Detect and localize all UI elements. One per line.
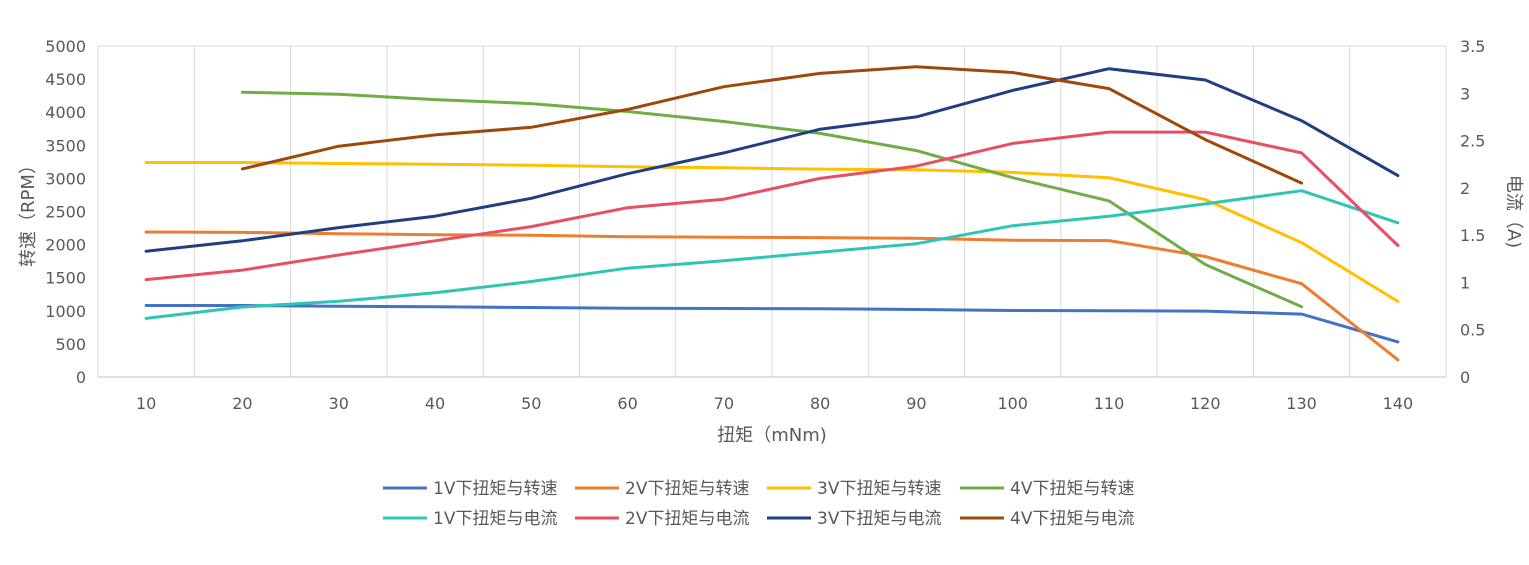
- legend-item: 3V下扭矩与转速: [767, 479, 941, 499]
- x-tick-label: 40: [425, 394, 445, 413]
- x-tick-label: 80: [810, 394, 830, 413]
- x-tick-label: 70: [714, 394, 734, 413]
- x-tick-label: 50: [521, 394, 541, 413]
- series-line-1: [144, 304, 1400, 344]
- y-right-tick-label: 3.5: [1460, 37, 1485, 56]
- x-tick-label: 130: [1286, 394, 1317, 413]
- legend-label: 4V下扭矩与转速: [1010, 479, 1134, 499]
- legend-item: 3V下扭矩与电流: [767, 509, 941, 529]
- x-tick-label: 30: [329, 394, 349, 413]
- y-left-tick-label: 2500: [45, 203, 86, 222]
- x-tick-label: 140: [1383, 394, 1414, 413]
- legend-item: 1V下扭矩与电流: [383, 509, 557, 529]
- legend-label: 2V下扭矩与电流: [625, 509, 749, 529]
- y-right-tick-label: 0.5: [1460, 321, 1485, 340]
- series-line-7: [144, 67, 1400, 253]
- y-left-tick-label: 3500: [45, 136, 86, 155]
- x-tick-label: 10: [136, 394, 156, 413]
- legend-item: 2V下扭矩与电流: [575, 509, 749, 529]
- y-axis-left-title: 转速（RPM）: [18, 156, 39, 267]
- y-left-tick-label: 3000: [45, 169, 86, 188]
- y-left-tick-label: 1500: [45, 269, 86, 288]
- y-left-tick-label: 500: [55, 335, 86, 354]
- y-right-tick-label: 3: [1460, 84, 1470, 103]
- y-left-tick-label: 4000: [45, 103, 86, 122]
- y-axis-right-title: 电流（A): [1503, 175, 1524, 248]
- legend-label: 3V下扭矩与电流: [817, 509, 941, 529]
- y-left-tick-label: 0: [76, 368, 86, 387]
- legend-item: 4V下扭矩与电流: [960, 509, 1134, 529]
- series-line-3: [144, 161, 1400, 303]
- legend-label: 1V下扭矩与电流: [433, 509, 557, 529]
- legend-label: 4V下扭矩与电流: [1010, 509, 1134, 529]
- y-right-tick-label: 2.5: [1460, 132, 1485, 151]
- x-axis-title: 扭矩（mNm): [717, 425, 827, 446]
- x-tick-label: 100: [997, 394, 1028, 413]
- legend-label: 3V下扭矩与转速: [817, 479, 941, 499]
- legend-label: 1V下扭矩与转速: [433, 479, 557, 499]
- series-layer: [144, 65, 1400, 362]
- y-axis-right-ticks: 0 0.5 1 1.5 2 2.5 3 3.5: [1460, 37, 1485, 387]
- legend-item: 1V下扭矩与转速: [383, 479, 557, 499]
- x-tick-label: 60: [617, 394, 637, 413]
- y-right-tick-label: 2: [1460, 179, 1470, 198]
- y-right-tick-label: 1.5: [1460, 226, 1485, 245]
- x-tick-label: 120: [1190, 394, 1221, 413]
- x-tick-label: 110: [1094, 394, 1125, 413]
- y-axis-left-ticks: 0 500 1000 1500 2000 2500 3000 3500 4000 4500 5000: [45, 37, 86, 387]
- legend-item: 4V下扭矩与转速: [960, 479, 1134, 499]
- y-left-tick-label: 1000: [45, 302, 86, 321]
- legend: 1V下扭矩与转速 2V下扭矩与转速 3V下扭矩与转速 4V下扭矩与转速 1V下扭矩与电流…: [383, 479, 1134, 529]
- legend-item: 2V下扭矩与转速: [575, 479, 749, 499]
- series-line-8: [240, 65, 1304, 185]
- series-line-4: [240, 90, 1304, 309]
- y-right-tick-label: 0: [1460, 368, 1470, 387]
- y-left-tick-label: 2000: [45, 236, 86, 255]
- x-tick-label: 20: [232, 394, 252, 413]
- y-right-tick-label: 1: [1460, 273, 1470, 292]
- series-line-5: [144, 189, 1400, 320]
- x-tick-label: 90: [906, 394, 926, 413]
- y-left-tick-label: 5000: [45, 37, 86, 56]
- y-left-tick-label: 4500: [45, 70, 86, 89]
- legend-label: 2V下扭矩与转速: [625, 479, 749, 499]
- x-axis-ticks: 10 20 30 40 50 60 70 80 90 100 110 120 130 140: [136, 394, 1413, 413]
